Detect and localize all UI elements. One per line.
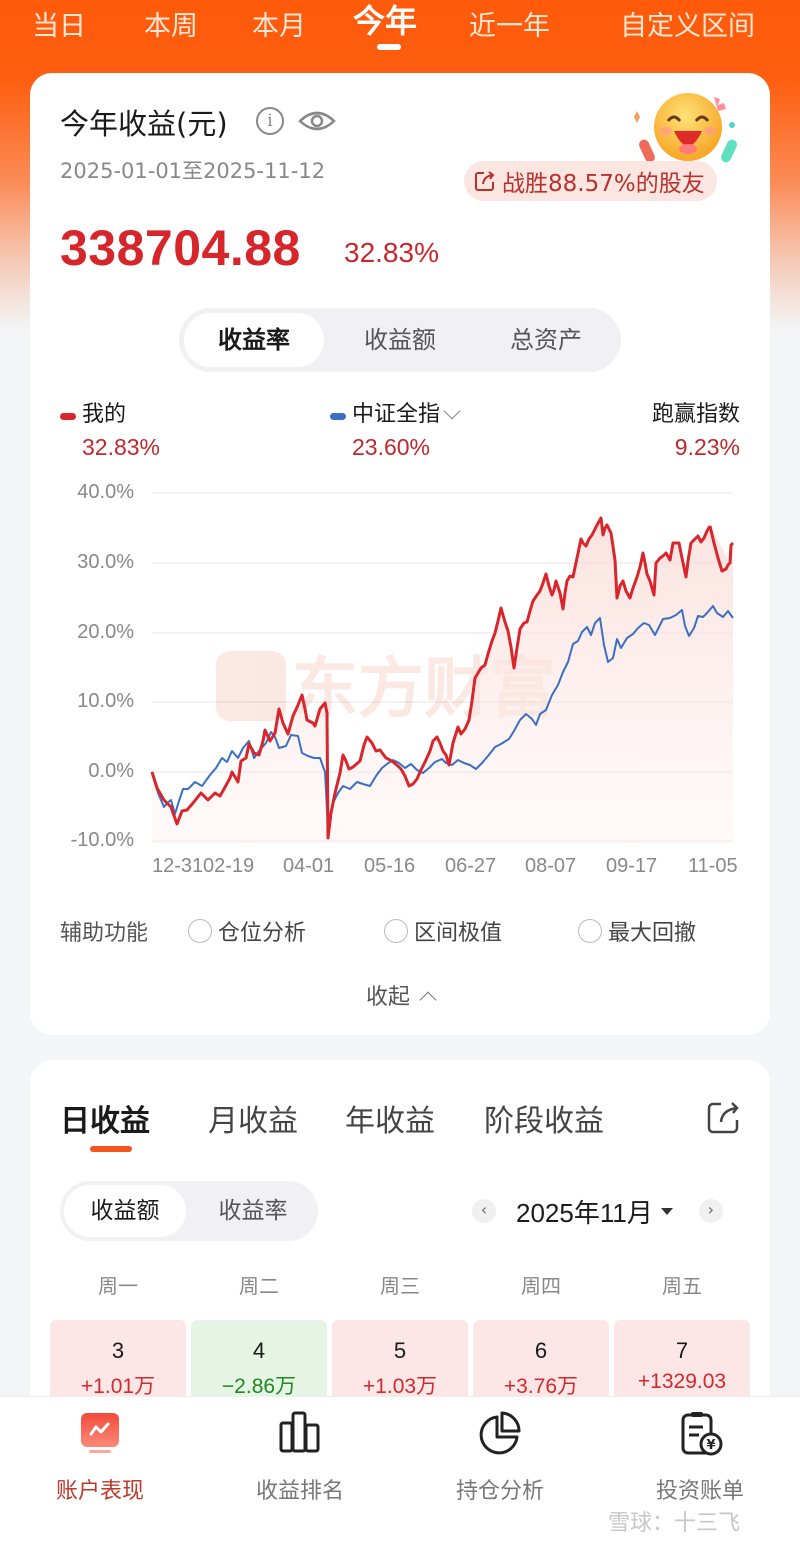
share-icon[interactable] (706, 1100, 742, 1136)
x-tick: 09-17 (606, 855, 658, 877)
max-drawdown-option[interactable]: 最大回撤 (578, 915, 696, 947)
y-tick: 10.0% (77, 690, 134, 712)
tab-last-year[interactable]: 近一年 (469, 11, 550, 42)
calendar-day[interactable]: 3 +1.01万 (50, 1320, 186, 1410)
summary-title: 今年收益(元) (60, 107, 228, 141)
x-tick: 12-31 (152, 855, 204, 877)
radio-icon[interactable] (384, 919, 408, 943)
period-tabs: 当日 本周 本月 今年 近一年 自定义区间 (0, 0, 800, 60)
legend-index[interactable]: 中证全指 23.60% (330, 396, 461, 461)
prev-month-button[interactable]: ‹ (472, 1199, 496, 1223)
caret-down-icon[interactable] (660, 1207, 673, 1215)
legend-outperform: 跑赢指数 9.23% (651, 402, 740, 460)
tab-this-week[interactable]: 本周 (144, 11, 198, 42)
tab-today[interactable]: 当日 (32, 11, 86, 42)
active-tab-indicator (377, 44, 401, 50)
x-tick: 04-01 (283, 855, 335, 877)
beat-peers-badge[interactable]: 战胜88.57%的股友 (464, 161, 717, 201)
return-chart[interactable]: 40.0% 30.0% 20.0% 10.0% 0.0% -10.0% (30, 473, 770, 893)
calendar-day[interactable]: 5 +1.03万 (332, 1320, 468, 1410)
y-tick: 30.0% (77, 551, 134, 573)
x-tick: 06-27 (445, 855, 497, 877)
nav-holdings-analysis[interactable]: 持仓分析 (400, 1411, 600, 1505)
mine-return: 32.83% (82, 434, 161, 460)
bottom-nav: 账户表现 收益排名 持仓分析 ¥ 投资账单 雪球：十三飞 (0, 1396, 800, 1544)
calendar-day[interactable]: 6 +3.76万 (473, 1320, 609, 1410)
next-month-button[interactable]: › (698, 1199, 723, 1223)
watermark-text: 雪球：十三飞 (608, 1511, 741, 1536)
y-tick: 0.0% (88, 760, 134, 782)
legend-mine: 我的 32.83% (60, 396, 160, 461)
laughing-face-sticker-icon (634, 93, 737, 163)
chevron-down-icon[interactable] (443, 402, 461, 420)
date-range: 2025-01-01至2025-11-12 (60, 159, 326, 183)
calendar-day[interactable]: 4 −2.86万 (191, 1320, 327, 1410)
weekday-header: 周五 (662, 1274, 702, 1298)
assist-functions: 辅助功能 仓位分析 区间极值 最大回撤 (60, 915, 750, 949)
pie-chart-icon (479, 1411, 521, 1455)
chart-plot: 东方财富 (150, 492, 735, 843)
weekday-header: 周三 (380, 1274, 420, 1298)
tab-stage-profit[interactable]: 阶段收益 (484, 1104, 604, 1139)
mode-return-rate[interactable]: 收益率 (184, 313, 324, 367)
y-tick: 20.0% (77, 621, 134, 643)
beat-peers-text: 战胜88.57%的股友 (502, 171, 705, 197)
x-tick: 11-05 (688, 855, 738, 877)
tab-this-year[interactable]: 今年 (353, 2, 418, 40)
nav-profit-ranking[interactable]: 收益排名 (200, 1411, 400, 1505)
mode-profit-amount[interactable]: 收益额 (64, 1185, 186, 1237)
tab-this-month[interactable]: 本月 (252, 11, 306, 42)
mode-return-amount[interactable]: 收益额 (364, 326, 436, 354)
summary-card: 今年收益(元) i 2025-01-01至2025-11-12 战胜88.57 (30, 73, 770, 1035)
share-icon (475, 171, 495, 191)
x-tick: 02-19 (203, 855, 255, 877)
month-selector[interactable]: 2025年11月 (516, 1197, 653, 1228)
radio-icon[interactable] (188, 919, 212, 943)
tab-daily-profit[interactable]: 日收益 (60, 1104, 150, 1139)
bar-chart-icon (279, 1411, 320, 1453)
nav-account-performance[interactable]: 账户表现 (0, 1411, 200, 1505)
position-analysis-option[interactable]: 仓位分析 (188, 915, 306, 947)
assist-label: 辅助功能 (60, 921, 149, 946)
weekday-header: 周四 (521, 1274, 561, 1298)
weekday-header: 周一 (98, 1274, 138, 1298)
profit-mode-switch: 收益额 收益率 (60, 1181, 318, 1241)
mode-profit-rate[interactable]: 收益率 (218, 1198, 288, 1224)
eye-icon[interactable] (298, 107, 336, 135)
nav-investment-bill[interactable]: ¥ 投资账单 (600, 1411, 800, 1505)
outperform-value: 9.23% (674, 434, 740, 460)
calendar-day[interactable]: 7 +1329.03 (614, 1320, 750, 1410)
radio-icon[interactable] (578, 919, 602, 943)
tab-custom-range[interactable]: 自定义区间 (620, 11, 755, 42)
x-tick: 08-07 (525, 855, 577, 877)
bill-yen-icon: ¥ (681, 1412, 723, 1456)
blue-line-swatch (330, 413, 346, 420)
y-tick: 40.0% (77, 481, 134, 503)
range-extremes-option[interactable]: 区间极值 (384, 915, 502, 947)
mode-total-assets[interactable]: 总资产 (510, 326, 582, 354)
tab-monthly-profit[interactable]: 月收益 (208, 1104, 298, 1139)
red-line-swatch (60, 413, 76, 420)
svg-text:¥: ¥ (706, 1438, 715, 1453)
chevron-up-icon (419, 991, 437, 1009)
active-tab-indicator (90, 1146, 132, 1152)
chart-mode-switch: 收益率 收益额 总资产 (179, 308, 621, 372)
weekday-header: 周二 (239, 1274, 279, 1298)
month-navigator: ‹ 2025年11月 › (472, 1186, 723, 1236)
collapse-button[interactable]: 收起 (30, 979, 770, 1011)
x-tick: 05-16 (364, 855, 416, 877)
trend-monitor-icon (81, 1413, 119, 1453)
year-profit-amount: 338704.88 (60, 220, 301, 276)
year-profit-percent: 32.83% (344, 237, 439, 268)
tab-yearly-profit[interactable]: 年收益 (345, 1104, 435, 1139)
index-return: 23.60% (352, 434, 431, 460)
y-tick: -10.0% (70, 829, 134, 851)
info-icon[interactable]: i (256, 107, 284, 135)
